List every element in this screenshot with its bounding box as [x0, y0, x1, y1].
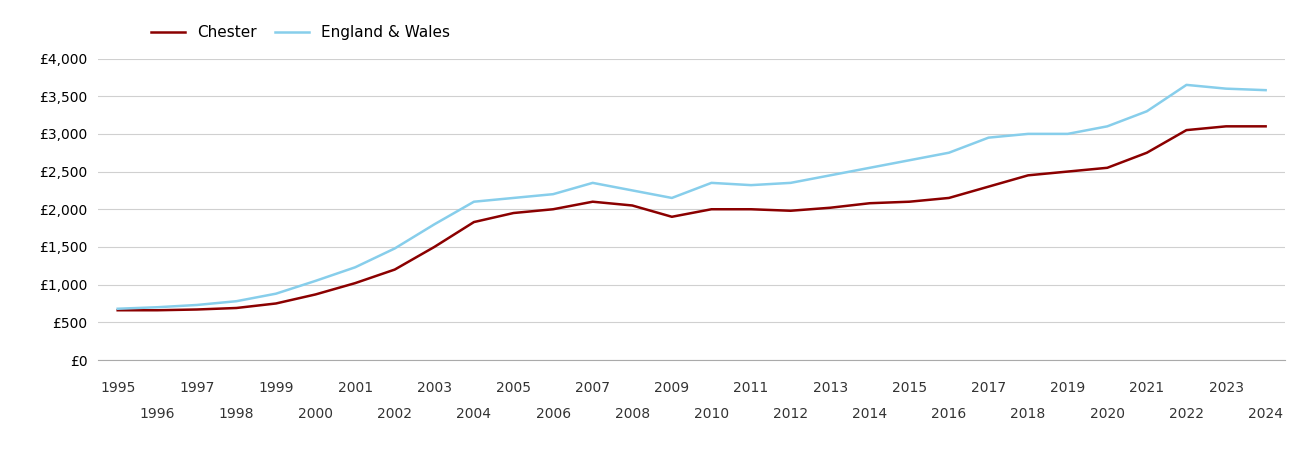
England & Wales — [863, 165, 878, 171]
England & Wales — [1178, 82, 1194, 88]
Chester — [269, 301, 284, 306]
England & Wales — [902, 158, 917, 163]
England & Wales — [189, 302, 205, 308]
England & Wales — [347, 265, 363, 270]
Legend: Chester, England & Wales: Chester, England & Wales — [145, 19, 457, 46]
England & Wales — [981, 135, 997, 140]
Text: 1997: 1997 — [179, 381, 214, 395]
Text: 2014: 2014 — [852, 407, 887, 421]
Text: 2011: 2011 — [733, 381, 769, 395]
Chester — [347, 280, 363, 286]
Text: 2002: 2002 — [377, 407, 412, 421]
Text: 2013: 2013 — [813, 381, 848, 395]
Text: 2016: 2016 — [932, 407, 967, 421]
Text: 1999: 1999 — [258, 381, 294, 395]
Text: 2021: 2021 — [1129, 381, 1164, 395]
England & Wales — [308, 278, 324, 284]
Chester — [1219, 124, 1235, 129]
England & Wales — [386, 246, 402, 251]
Chester — [150, 307, 166, 313]
Chester — [1021, 173, 1036, 178]
Text: 2022: 2022 — [1169, 407, 1205, 421]
Chester — [902, 199, 917, 204]
England & Wales — [545, 192, 561, 197]
Text: 2004: 2004 — [457, 407, 492, 421]
England & Wales — [427, 221, 442, 227]
Text: 1998: 1998 — [219, 407, 254, 421]
Chester — [1060, 169, 1075, 174]
England & Wales — [269, 291, 284, 297]
Chester — [228, 305, 244, 310]
England & Wales — [1258, 87, 1274, 93]
Chester — [981, 184, 997, 189]
England & Wales — [228, 298, 244, 304]
England & Wales — [110, 306, 125, 311]
Chester — [703, 207, 719, 212]
Text: 2001: 2001 — [338, 381, 373, 395]
Text: 2018: 2018 — [1010, 407, 1045, 421]
Chester — [1099, 165, 1114, 171]
England & Wales — [1219, 86, 1235, 91]
Text: 2010: 2010 — [694, 407, 729, 421]
Chester — [585, 199, 600, 204]
Text: 1996: 1996 — [140, 407, 175, 421]
Chester — [1139, 150, 1155, 155]
England & Wales — [822, 173, 838, 178]
Chester — [1178, 127, 1194, 133]
Text: 2003: 2003 — [416, 381, 452, 395]
Line: England & Wales: England & Wales — [117, 85, 1266, 309]
Chester — [1258, 124, 1274, 129]
Chester — [863, 201, 878, 206]
Chester — [822, 205, 838, 211]
England & Wales — [1021, 131, 1036, 137]
Chester — [783, 208, 799, 213]
Text: 2017: 2017 — [971, 381, 1006, 395]
Chester — [506, 210, 522, 216]
England & Wales — [1139, 108, 1155, 114]
Text: 2015: 2015 — [891, 381, 927, 395]
England & Wales — [1060, 131, 1075, 137]
Text: 2006: 2006 — [535, 407, 570, 421]
England & Wales — [941, 150, 957, 155]
England & Wales — [506, 195, 522, 201]
Text: 2007: 2007 — [576, 381, 611, 395]
England & Wales — [783, 180, 799, 185]
Line: Chester: Chester — [117, 126, 1266, 310]
England & Wales — [585, 180, 600, 185]
Chester — [545, 207, 561, 212]
England & Wales — [743, 182, 758, 188]
Chester — [386, 267, 402, 272]
Chester — [664, 214, 680, 220]
Chester — [189, 307, 205, 312]
Chester — [308, 292, 324, 297]
Chester — [743, 207, 758, 212]
Text: 2019: 2019 — [1051, 381, 1086, 395]
Chester — [110, 307, 125, 313]
England & Wales — [703, 180, 719, 185]
Text: 2024: 2024 — [1248, 407, 1283, 421]
Text: 2000: 2000 — [298, 407, 333, 421]
Text: 2008: 2008 — [615, 407, 650, 421]
England & Wales — [150, 305, 166, 310]
England & Wales — [625, 188, 641, 193]
Text: 1995: 1995 — [100, 381, 136, 395]
Text: 2020: 2020 — [1090, 407, 1125, 421]
Chester — [941, 195, 957, 201]
Chester — [427, 244, 442, 250]
England & Wales — [466, 199, 482, 204]
England & Wales — [664, 195, 680, 201]
Text: 2009: 2009 — [654, 381, 689, 395]
England & Wales — [1099, 124, 1114, 129]
Text: 2023: 2023 — [1208, 381, 1244, 395]
Text: 2005: 2005 — [496, 381, 531, 395]
Chester — [466, 219, 482, 225]
Chester — [625, 203, 641, 208]
Text: 2012: 2012 — [773, 407, 808, 421]
